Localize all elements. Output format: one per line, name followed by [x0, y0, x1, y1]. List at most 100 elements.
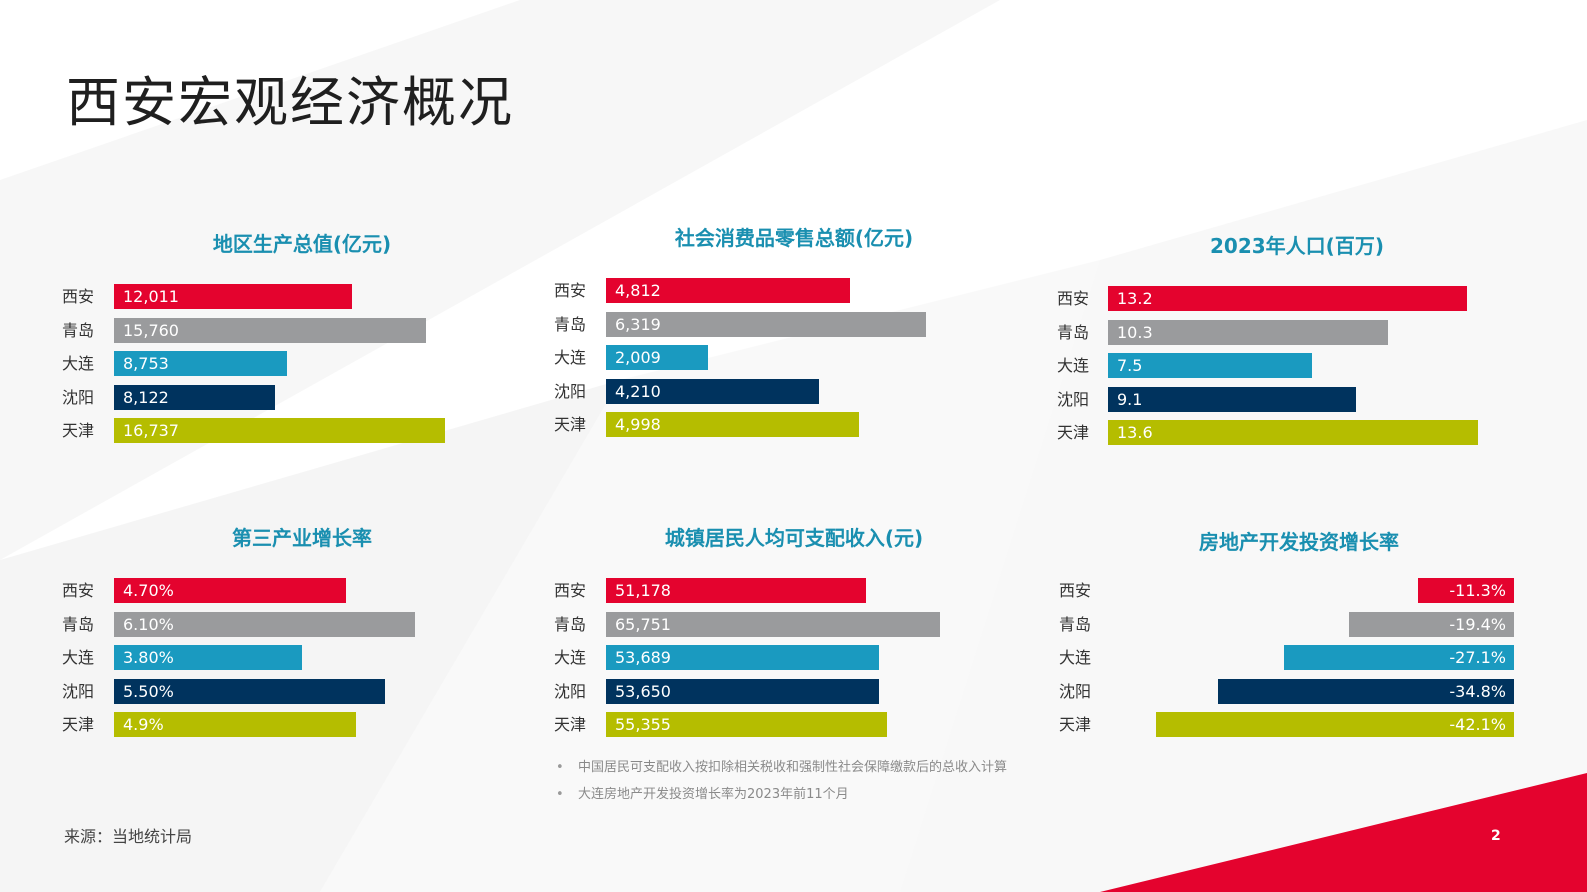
data-label: 7.5: [1117, 356, 1143, 375]
chart-title: 第三产业增长率: [232, 526, 372, 550]
bar: [114, 384, 275, 410]
footnote-item: • 大连房地产开发投资增长率为2023年前11个月: [556, 785, 1007, 812]
category-label: 天津: [62, 421, 95, 440]
bar: [114, 418, 445, 443]
chart-title: 2023年人口(百万): [1210, 234, 1384, 258]
category-label: 青岛: [1059, 614, 1092, 634]
category-label: 西安: [554, 281, 587, 300]
bar-row: 大连 2,009: [554, 345, 1034, 370]
data-label: 10.3: [1117, 322, 1153, 342]
bar-row: 西安 13.2: [1057, 286, 1537, 311]
data-label: 4,210: [615, 381, 661, 401]
category-label: 天津: [554, 715, 587, 734]
data-label: 5.50%: [123, 681, 174, 701]
bar-row: 大连 53,689: [554, 645, 1034, 670]
bar-row: 大连 3.80%: [62, 645, 542, 670]
category-label: 西安: [62, 287, 95, 306]
bar: [114, 317, 426, 343]
bar-row: 沈阳 53,650: [554, 678, 1034, 704]
population-chart-panel: 2023年人口(百万) 西安 13.2 青岛 10.3 大连 7.5 沈阳 9.1 天津 13.6: [1057, 230, 1537, 490]
gdp-chart-panel: 地区生产总值(亿元) 西安 12,011 青岛 15,760 大连 8,753 沈阳 8,12…: [62, 228, 542, 488]
bar: [606, 645, 879, 670]
bar: [1108, 319, 1389, 345]
data-label: 4.9%: [123, 715, 164, 734]
category-label: 大连: [62, 354, 95, 373]
data-label: 2,009: [615, 348, 661, 367]
data-label: 4,998: [615, 415, 661, 434]
page-title: 西安宏观经济概况: [66, 71, 514, 134]
bar: [606, 678, 879, 704]
bar: [606, 712, 888, 737]
bar-row: 西安 51,178: [554, 578, 1034, 603]
bar: [114, 611, 415, 637]
bar-row: 青岛 65,751: [554, 611, 1034, 637]
data-label: 16,737: [123, 421, 179, 440]
data-label: 3.80%: [123, 648, 174, 667]
bar: [606, 378, 820, 404]
bar: [114, 645, 302, 670]
bar-row: 沈阳 4,210: [554, 378, 1034, 404]
bar: [1108, 286, 1468, 311]
bar-row: 青岛 15,760: [62, 317, 542, 343]
bar-row: 大连 8,753: [62, 351, 542, 376]
bar: [1108, 353, 1313, 378]
data-label: -34.8%: [1449, 681, 1506, 701]
red-corner-shape: [1100, 773, 1587, 892]
bar: [1108, 386, 1356, 412]
chart-title: 地区生产总值(亿元): [212, 232, 392, 256]
bar-row: 天津 4,998: [554, 412, 1034, 437]
data-label: 15,760: [123, 320, 179, 340]
data-label: 51,178: [615, 581, 671, 600]
page-number: 2: [1491, 828, 1501, 844]
data-label: 4.70%: [123, 581, 174, 600]
bar: [606, 611, 940, 637]
bar: [1156, 712, 1514, 737]
bar-row: 西安 12,011: [62, 284, 542, 309]
bar: [1218, 678, 1514, 704]
bullet-icon: •: [556, 760, 564, 775]
data-label: -42.1%: [1449, 715, 1506, 734]
disposable-income-chart-panel: 城镇居民人均可支配收入(元) 西安 51,178 青岛 65,751 大连 53,689 沈…: [554, 522, 1034, 782]
category-label: 天津: [1057, 423, 1090, 442]
category-label: 沈阳: [554, 681, 587, 701]
data-label: 13.2: [1117, 289, 1153, 308]
category-label: 沈阳: [62, 681, 95, 701]
bar: [114, 578, 346, 603]
bar-row: 大连 7.5: [1057, 353, 1537, 378]
data-label: 65,751: [615, 614, 671, 634]
bar: [1283, 645, 1514, 670]
bar: [114, 712, 356, 737]
category-label: 大连: [1059, 648, 1092, 667]
data-label: 6.10%: [123, 614, 174, 634]
bar-row: 西安 4.70%: [62, 578, 542, 603]
bar-row: 沈阳 9.1: [1057, 386, 1537, 412]
data-label: 53,650: [615, 681, 671, 701]
category-label: 青岛: [554, 314, 587, 334]
data-label: 8,753: [123, 354, 169, 373]
data-label: 4,812: [615, 281, 661, 300]
category-label: 西安: [1057, 289, 1090, 308]
category-label: 西安: [1059, 581, 1092, 600]
data-label: -11.3%: [1449, 581, 1506, 600]
data-label: 53,689: [615, 648, 671, 667]
data-label: 9.1: [1117, 389, 1143, 409]
data-label: -27.1%: [1449, 648, 1506, 667]
bar-row: 青岛 6.10%: [62, 611, 542, 637]
category-label: 西安: [554, 581, 587, 600]
bar: [1108, 420, 1478, 445]
chart-title: 城镇居民人均可支配收入(元): [664, 526, 924, 550]
data-label: 8,122: [123, 387, 169, 407]
bullet-icon: •: [556, 787, 564, 802]
footnotes: • 中国居民可支配收入按扣除相关税收和强制性社会保障缴款后的总收入计算 • 大连房地…: [556, 758, 1007, 812]
bar-row: 青岛 -19.4%: [1059, 611, 1539, 637]
category-label: 青岛: [554, 614, 587, 634]
data-label: -19.4%: [1449, 614, 1506, 634]
bar: [606, 345, 708, 370]
bar-row: 西安 4,812: [554, 278, 1034, 303]
bar-row: 青岛 10.3: [1057, 319, 1537, 345]
data-label: 6,319: [615, 314, 661, 334]
category-label: 大连: [62, 648, 95, 667]
category-label: 沈阳: [1057, 389, 1090, 409]
bar: [1349, 611, 1514, 637]
category-label: 沈阳: [1059, 681, 1092, 701]
